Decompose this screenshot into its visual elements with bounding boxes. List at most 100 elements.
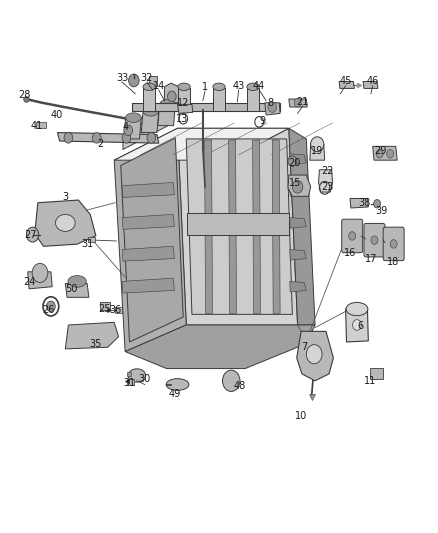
- Text: 45: 45: [339, 77, 352, 86]
- Text: 46: 46: [367, 77, 379, 86]
- Circle shape: [46, 301, 55, 312]
- Polygon shape: [187, 213, 289, 235]
- Polygon shape: [177, 128, 297, 325]
- Text: 31: 31: [81, 239, 93, 249]
- Text: 43: 43: [233, 81, 245, 91]
- Circle shape: [387, 150, 394, 158]
- Ellipse shape: [213, 83, 225, 91]
- Polygon shape: [318, 169, 332, 192]
- Text: 36: 36: [109, 305, 121, 315]
- Ellipse shape: [126, 113, 141, 123]
- Polygon shape: [132, 103, 280, 111]
- Text: 49: 49: [168, 389, 180, 399]
- Circle shape: [294, 99, 301, 107]
- Text: 44: 44: [253, 81, 265, 91]
- Circle shape: [353, 320, 361, 330]
- Bar: [370, 368, 383, 379]
- Text: 4: 4: [122, 122, 128, 132]
- Polygon shape: [164, 83, 179, 103]
- Text: 2: 2: [97, 139, 103, 149]
- Polygon shape: [290, 154, 306, 165]
- Polygon shape: [65, 322, 119, 349]
- Circle shape: [167, 91, 176, 102]
- Polygon shape: [373, 147, 397, 160]
- Text: 21: 21: [297, 96, 309, 107]
- Polygon shape: [122, 246, 174, 261]
- Polygon shape: [290, 185, 306, 196]
- Polygon shape: [289, 128, 315, 325]
- Bar: [115, 307, 122, 313]
- Polygon shape: [65, 284, 89, 297]
- Text: 41: 41: [30, 120, 42, 131]
- Text: 48: 48: [234, 381, 246, 391]
- Text: 30: 30: [139, 374, 151, 384]
- Text: 16: 16: [344, 248, 356, 258]
- Polygon shape: [143, 88, 155, 111]
- Text: 24: 24: [23, 278, 35, 287]
- Ellipse shape: [128, 369, 146, 382]
- Polygon shape: [125, 325, 315, 368]
- Polygon shape: [122, 214, 174, 229]
- Bar: [100, 302, 110, 310]
- Text: 15: 15: [289, 177, 302, 188]
- Polygon shape: [297, 332, 333, 381]
- Polygon shape: [178, 88, 190, 111]
- Circle shape: [124, 125, 133, 136]
- Text: 39: 39: [375, 206, 388, 216]
- Circle shape: [32, 263, 48, 282]
- Ellipse shape: [56, 214, 75, 231]
- Circle shape: [349, 232, 356, 240]
- Circle shape: [122, 133, 131, 143]
- Ellipse shape: [247, 83, 259, 91]
- Circle shape: [223, 370, 240, 391]
- Ellipse shape: [159, 100, 175, 109]
- Polygon shape: [350, 198, 368, 208]
- Ellipse shape: [178, 83, 190, 91]
- Polygon shape: [122, 182, 174, 197]
- Polygon shape: [290, 281, 306, 292]
- FancyBboxPatch shape: [364, 223, 385, 257]
- Text: 6: 6: [358, 321, 364, 331]
- Text: 1: 1: [202, 82, 208, 92]
- Polygon shape: [123, 112, 171, 150]
- Ellipse shape: [143, 107, 159, 116]
- Text: 9: 9: [260, 116, 266, 126]
- Circle shape: [371, 236, 378, 245]
- Polygon shape: [229, 140, 237, 313]
- Ellipse shape: [311, 137, 324, 152]
- Text: 40: 40: [50, 110, 63, 120]
- Polygon shape: [288, 175, 311, 196]
- Text: 11: 11: [364, 376, 376, 386]
- Ellipse shape: [166, 378, 189, 390]
- Circle shape: [292, 180, 303, 193]
- Bar: [36, 122, 46, 128]
- Circle shape: [306, 345, 322, 364]
- Text: 8: 8: [268, 98, 274, 108]
- Circle shape: [26, 227, 39, 242]
- Text: 18: 18: [387, 257, 399, 267]
- Polygon shape: [141, 111, 159, 133]
- Polygon shape: [122, 278, 174, 293]
- Polygon shape: [114, 128, 289, 160]
- Polygon shape: [265, 103, 280, 115]
- Polygon shape: [339, 82, 354, 88]
- Text: 27: 27: [24, 230, 37, 240]
- Circle shape: [92, 133, 101, 143]
- Polygon shape: [310, 144, 325, 160]
- Polygon shape: [114, 128, 186, 352]
- Polygon shape: [124, 118, 141, 139]
- Text: 12: 12: [177, 98, 189, 108]
- Polygon shape: [213, 88, 225, 111]
- Text: 26: 26: [42, 305, 55, 315]
- Polygon shape: [363, 82, 378, 88]
- Text: 22: 22: [321, 166, 333, 176]
- Ellipse shape: [143, 83, 155, 91]
- FancyBboxPatch shape: [383, 227, 404, 261]
- Text: 33: 33: [116, 73, 128, 83]
- Bar: [88, 237, 95, 242]
- Text: 20: 20: [288, 158, 300, 168]
- Circle shape: [268, 102, 277, 112]
- Polygon shape: [121, 138, 183, 342]
- Text: 29: 29: [374, 146, 387, 156]
- Text: 3: 3: [62, 192, 68, 203]
